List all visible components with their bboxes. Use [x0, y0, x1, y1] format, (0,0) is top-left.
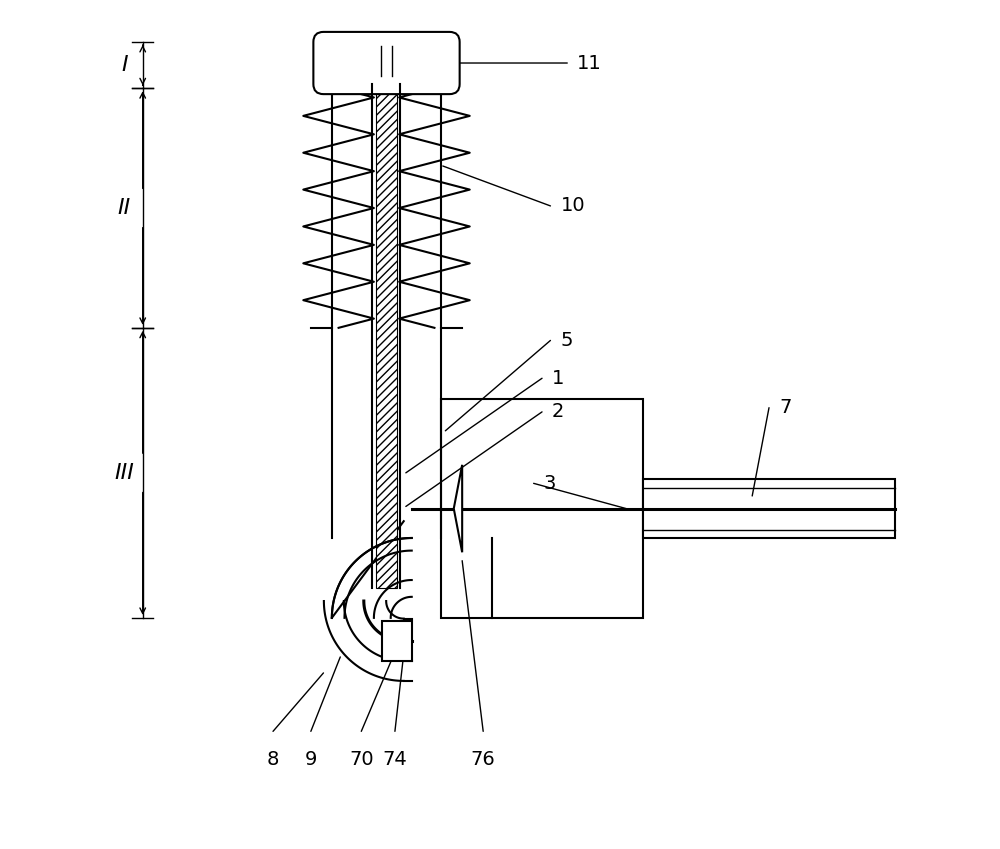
Bar [382, 621, 412, 661]
Text: 9: 9 [305, 750, 317, 769]
Text: 2: 2 [552, 402, 564, 421]
Text: 70: 70 [349, 750, 374, 769]
Bar [376, 84, 397, 588]
Polygon shape [454, 465, 462, 553]
Text: 76: 76 [471, 750, 496, 769]
FancyBboxPatch shape [313, 32, 460, 94]
Text: 10: 10 [561, 196, 585, 216]
Text: 1: 1 [552, 368, 564, 388]
Text: 74: 74 [383, 750, 407, 769]
Text: 8: 8 [267, 750, 279, 769]
Text: II: II [118, 198, 131, 218]
Text: 3: 3 [544, 474, 556, 493]
Text: I: I [121, 55, 128, 75]
Bar [643, 479, 895, 538]
Text: 5: 5 [561, 331, 573, 350]
Text: 7: 7 [779, 398, 791, 417]
Bar [441, 399, 643, 618]
Text: III: III [114, 463, 134, 483]
Text: 11: 11 [577, 53, 602, 72]
